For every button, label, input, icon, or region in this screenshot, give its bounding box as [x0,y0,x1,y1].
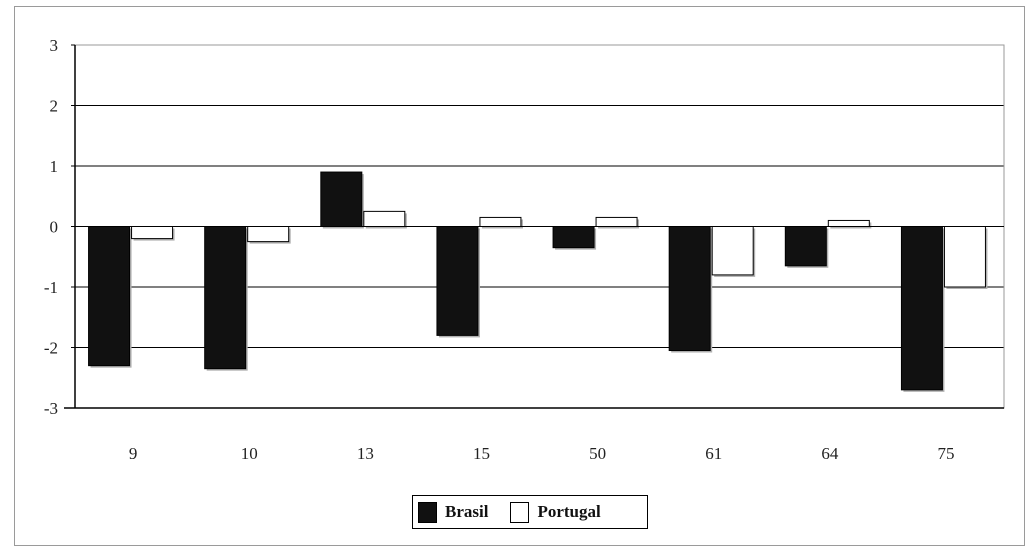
x-tick-label-10: 10 [241,444,258,463]
bar-brasil-13 [320,171,363,228]
bar-portugal-15 [479,216,522,228]
bar-portugal-9 [131,226,174,240]
bar-portugal-10 [247,226,290,243]
bar-portugal-13 [363,210,406,227]
bar-brasil-61 [668,226,711,352]
x-tick-label-15: 15 [473,444,490,463]
x-tick-label-13: 13 [357,444,374,463]
bar-brasil-10 [204,226,247,370]
x-tick-label-50: 50 [589,444,606,463]
y-tick-label-3: 0 [50,218,59,237]
y-tick-label-2: 1 [50,157,59,176]
bar-brasil-75 [900,226,943,391]
y-tick-label-0: 3 [50,36,59,55]
x-tick-labels: 9 10 13 15 50 61 64 75 [129,444,955,463]
y-tick-label-1: 2 [50,97,59,116]
legend-swatch-portugal [510,501,530,523]
bar-brasil-50 [552,226,595,249]
y-tick-label-4: -1 [44,278,58,297]
bar-brasil-9 [88,226,131,367]
bar-portugal-75 [943,226,986,288]
x-tick-label-75: 75 [937,444,954,463]
legend-label-portugal: Portugal [537,502,601,521]
legend-swatch-brasil [418,501,437,523]
y-tick-labels: 3 2 1 0 -1 -2 -3 [44,36,58,418]
legend-item-portugal: Portugal [510,501,601,523]
legend: Brasil Portugal [412,495,648,529]
x-tick-label-61: 61 [705,444,722,463]
bar-portugal-61 [711,226,754,276]
bar-portugal-50 [595,216,638,228]
bar-portugal-64 [827,219,870,227]
y-tick-label-6: -3 [44,399,58,418]
chart-frame [14,6,1025,546]
bar-brasil-64 [784,226,827,267]
x-tick-label-64: 64 [821,444,839,463]
bar-brasil-15 [436,226,479,336]
legend-item-brasil: Brasil [418,501,489,523]
x-tick-label-9: 9 [129,444,138,463]
y-tick-label-5: -2 [44,339,58,358]
axes [64,44,1005,409]
legend-label-brasil: Brasil [445,502,489,521]
bars [88,171,988,392]
